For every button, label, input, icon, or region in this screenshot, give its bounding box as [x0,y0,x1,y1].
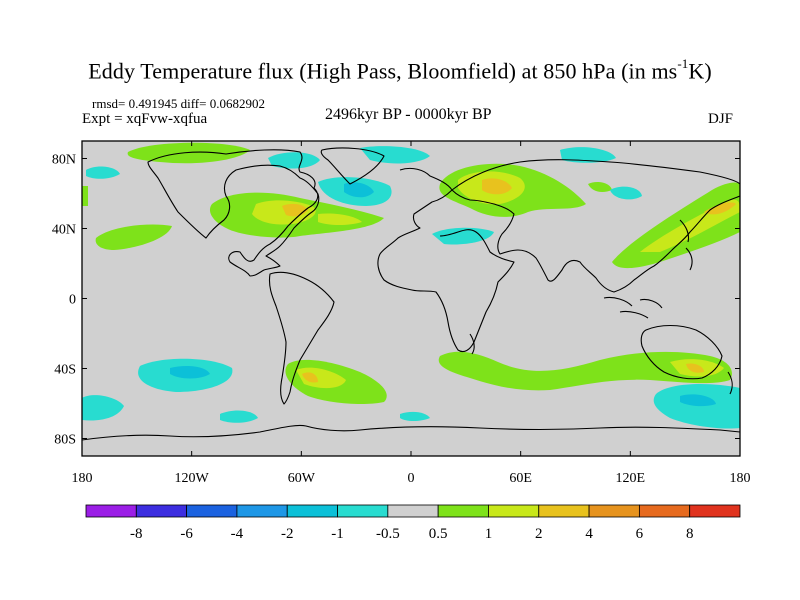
contour-arctic-negative-west [268,152,320,169]
colorbar-swatch [638,504,691,518]
colorbar-label: -6 [180,526,193,542]
contour-pacific-offshore-positive [95,224,172,250]
colorbar-label: -0.5 [376,526,400,542]
latitude-axis: 80N 40N 0 40S 80S [52,153,740,448]
colorbar-swatch [488,504,540,518]
rmsd-diff-stats: rmsd= 0.491945 diff= 0.0682902 [92,96,265,111]
colorbar-label: -8 [130,526,143,542]
colorbar-swatch [689,504,741,518]
title-end: K) [688,58,712,84]
colorbar-label: -4 [231,526,244,542]
colorbar-swatch [538,504,590,518]
madagascar-coastline [469,333,475,355]
contour-south-atlantic-peak [302,372,318,383]
contour-mediterranean-negative [432,227,494,245]
lat-tick-label: 80N [52,153,76,168]
japan-coastline [679,219,693,271]
map-background [82,141,740,456]
coastlines [82,147,740,441]
lon-tick-label: 120E [616,471,646,486]
colorbar-label: 2 [535,526,543,542]
colorbar: -8 -6 -4 -2 -1 -0.5 0.5 1 2 4 6 8 [85,504,741,542]
north-america-coastline [147,149,320,277]
australia-coastline [640,324,723,380]
contour-northwest-pacific-positive [612,182,740,269]
colorbar-label: 4 [585,526,593,542]
greenland-coastline [320,147,385,185]
south-america-coastline [268,271,335,405]
contour-siberia-negative [560,147,616,163]
europe-africa-coastline [377,167,515,353]
lon-tick-label: 120W [175,471,210,486]
new-zealand-coastline [727,371,733,395]
colorbar-swatch [286,504,338,518]
anomaly-contours [82,142,740,429]
experiment-label: Expt = xqFvw-xqfua [82,111,208,127]
contour-indian-ocean-negative [400,411,430,421]
contour-scandinavia-positive [588,182,612,192]
contour-south-indian-positive [438,351,732,391]
colorbar-swatch [337,504,389,518]
lat-tick-label: 80S [54,433,76,448]
lon-tick-label: 180 [72,471,93,486]
colorbar-swatch [135,504,188,518]
period-label: 2496kyr BP - 0000kyr BP [325,106,492,123]
contour-atlantic-tongue [318,213,362,225]
colorbar-swatch [186,504,238,518]
contour-south-pacific-negative-core [170,366,210,379]
colorbar-label: 6 [636,526,644,542]
contour-pacific-negative [86,166,120,179]
colorbar-label: 8 [686,526,694,542]
contour-southern-ocean-negative-east-core [680,394,716,407]
colorbar-swatch [236,504,288,518]
colorbar-swatch [387,504,439,518]
lon-tick-label: 180 [730,471,751,486]
lon-tick-label: 60W [288,471,316,486]
lon-tick-label: 0 [408,471,415,486]
contour-southern-ocean-negative-central [220,410,258,423]
colorbar-label: -2 [281,526,294,542]
contour-atlantic-negative-core [344,182,374,198]
title-main: Eddy Temperature flux (High Pass, Bloomf… [88,58,678,84]
southeast-asia-islands-coastline [603,296,663,319]
contour-south-indian-peak [686,363,704,373]
colorbar-swatch [588,504,640,518]
contour-southern-ocean-negative-east [653,384,740,429]
antarctica-coastline [82,424,740,441]
lat-tick-label: 0 [69,293,76,308]
contour-arctic-negative-central [360,146,430,164]
contour-southern-ocean-negative-west [82,395,124,421]
colorbar-label: 0.5 [429,526,448,542]
plot-title: Eddy Temperature flux (High Pass, Bloomf… [0,56,800,84]
contour-west-edge-positive [82,186,88,206]
contour-east-asia-negative [610,186,642,200]
lat-tick-label: 40S [54,363,76,378]
longitude-axis: 180 120W 60W 0 60E 120E 180 [72,141,751,486]
lat-tick-label: 40N [52,223,76,238]
colorbar-swatch [85,504,137,518]
season-label: DJF [708,111,734,127]
colorbar-label: -1 [331,526,344,542]
asia-coastline [451,159,740,293]
title-superscript: -1 [677,56,689,71]
colorbar-swatch [437,504,489,518]
contour-northwest-pacific-peak [704,202,736,215]
contour-eurasia-peak [482,178,512,195]
colorbar-label: 1 [485,526,493,542]
lon-tick-label: 60E [509,471,532,486]
